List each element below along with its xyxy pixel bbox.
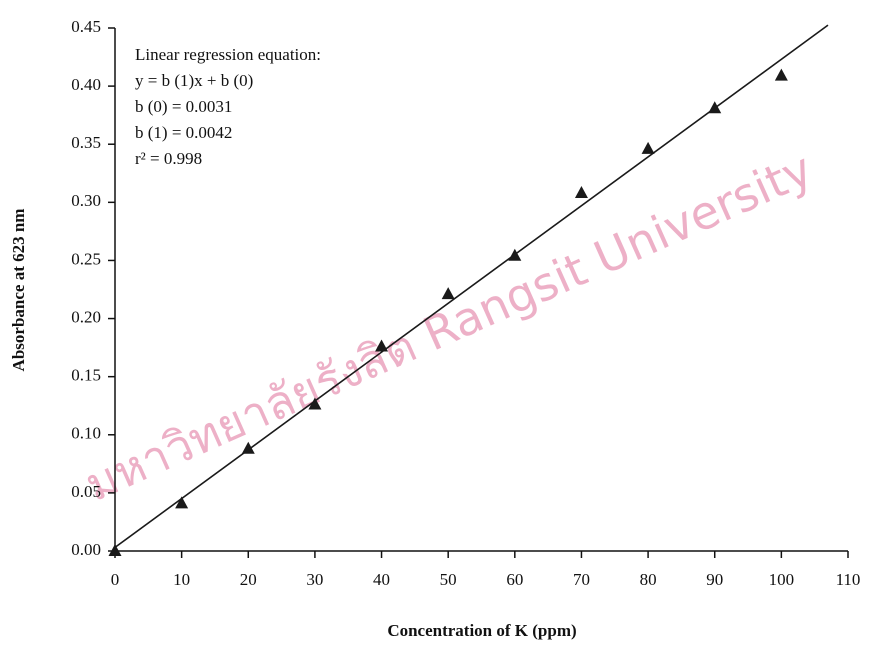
y-tick-label: 0.00: [71, 540, 101, 559]
x-axis-label: Concentration of K (ppm): [387, 621, 576, 640]
x-tick-label: 50: [440, 570, 457, 589]
annotation: Linear regression equation:: [135, 45, 321, 64]
x-tick-label: 80: [640, 570, 657, 589]
point: [708, 101, 721, 113]
annotation: b (0) = 0.0031: [135, 97, 232, 116]
x-tick-label: 70: [573, 570, 590, 589]
point: [642, 142, 655, 154]
y-tick-label: 0.10: [71, 424, 101, 443]
chart: มหาวิทยาลัยรังสิต Rangsit University Con…: [0, 0, 869, 648]
y-tick-label: 0.40: [71, 75, 101, 94]
y-tick-label: 0.45: [71, 17, 101, 36]
x-tick-label: 90: [706, 570, 723, 589]
y-tick-label: 0.15: [71, 366, 101, 385]
y-tick-label: 0.30: [71, 191, 101, 210]
x-tick-label: 110: [836, 570, 861, 589]
x-tick-label: 60: [506, 570, 523, 589]
y-tick-label: 0.20: [71, 307, 101, 326]
y-tick-label: 0.05: [71, 482, 101, 501]
point: [575, 186, 588, 198]
x-tick-label: 100: [769, 570, 795, 589]
annotation: b (1) = 0.0042: [135, 123, 232, 142]
point: [775, 69, 788, 81]
watermark: มหาวิทยาลัยรังสิต Rangsit University: [77, 142, 820, 512]
annotation: r² = 0.998: [135, 149, 202, 168]
annotation: y = b (1)x + b (0): [135, 71, 253, 90]
point: [442, 287, 455, 299]
x-tick-label: 10: [173, 570, 190, 589]
y-tick-label: 0.25: [71, 249, 101, 268]
x-tick-label: 0: [111, 570, 120, 589]
y-tick-label: 0.35: [71, 133, 101, 152]
y-axis-label: Absorbance at 623 nm: [9, 209, 28, 372]
x-tick-label: 40: [373, 570, 390, 589]
point: [109, 544, 122, 556]
x-tick-label: 30: [306, 570, 323, 589]
x-tick-label: 20: [240, 570, 257, 589]
